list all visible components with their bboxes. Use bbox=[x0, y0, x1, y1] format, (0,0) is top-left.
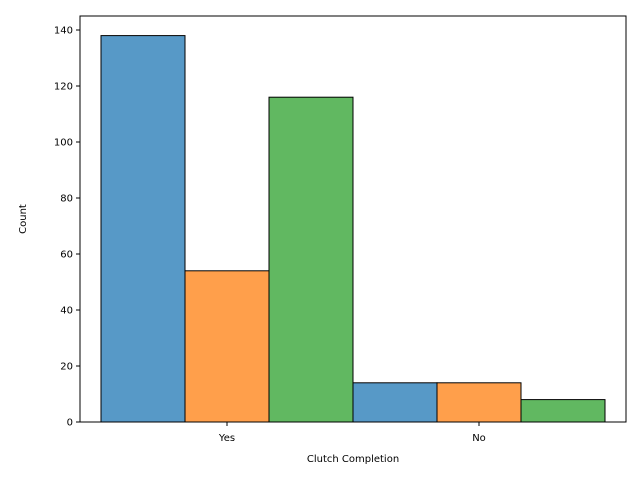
x-tick-label-no: No bbox=[472, 433, 486, 444]
bar-yes-series-3 bbox=[268, 96, 354, 423]
y-tick-label: 120 bbox=[54, 82, 73, 93]
bar-yes-series-1 bbox=[100, 35, 186, 423]
bars-layer bbox=[100, 35, 606, 423]
y-tick-label: 40 bbox=[60, 306, 73, 317]
y-tick-label: 80 bbox=[60, 194, 73, 205]
y-tick-label: 20 bbox=[60, 362, 73, 373]
y-tick-label: 0 bbox=[67, 418, 73, 429]
bar-no-series-1 bbox=[352, 382, 438, 423]
y-axis-label: Count bbox=[18, 204, 29, 234]
x-axis-label: Clutch Completion bbox=[307, 454, 399, 465]
y-tick-label: 100 bbox=[54, 138, 73, 149]
bar-yes-series-2 bbox=[184, 270, 270, 423]
bar-no-series-2 bbox=[436, 382, 522, 423]
y-tick-label: 140 bbox=[54, 26, 73, 37]
bar-no-series-3 bbox=[520, 399, 606, 423]
x-tick-label-yes: Yes bbox=[218, 433, 235, 444]
x-axis: Yes No bbox=[218, 422, 486, 444]
y-axis: 0 20 40 60 80 100 120 140 bbox=[54, 26, 80, 429]
plot-area-frame bbox=[79, 15, 627, 423]
y-tick-label: 60 bbox=[60, 250, 73, 261]
